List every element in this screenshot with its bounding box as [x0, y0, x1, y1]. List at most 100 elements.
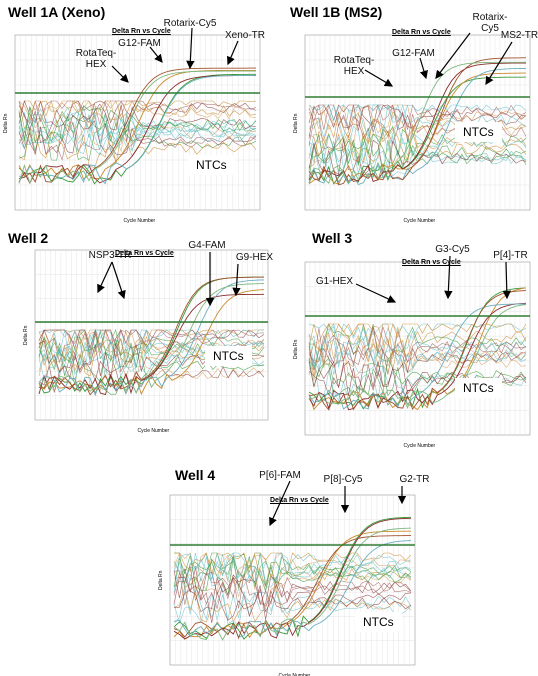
ntc-curve [308, 104, 527, 124]
arrow [269, 480, 291, 527]
ntc-curve [18, 106, 257, 145]
ntc-curve [18, 112, 257, 153]
positive-curve [308, 287, 527, 410]
chart-title: Delta Rn vs Cycle [112, 28, 171, 35]
arrow [355, 283, 397, 303]
ntc-curve [173, 552, 412, 581]
annotation: NSP3-TR [88, 250, 132, 261]
arrow [111, 65, 129, 83]
ntc-curve [18, 120, 257, 155]
positive-curve [38, 276, 264, 396]
positive-curve [18, 74, 257, 185]
ntc-curve [308, 141, 527, 177]
panel-title: Well 2 [8, 230, 49, 246]
ntc-label: NTCs [188, 155, 235, 175]
ntc-curve [173, 576, 412, 618]
chart-title: Delta Rn vs Cycle [115, 250, 174, 257]
annotation: Rotarix-Cy5 [472, 12, 508, 34]
ntc-curve [308, 322, 527, 348]
ntc-curve [18, 103, 257, 143]
positive-curve [18, 67, 256, 183]
ntc-curve [173, 585, 412, 623]
positive-curve [308, 68, 526, 186]
ntc-curve [308, 343, 527, 381]
ntc-curve [173, 559, 412, 598]
ntc-curve [308, 326, 527, 366]
ntc-curve [308, 104, 527, 139]
y-axis-label: Delta Rn [293, 339, 299, 359]
arrow [419, 57, 428, 80]
arrow [111, 261, 126, 300]
ntc-curve [173, 557, 412, 596]
annotation: P[4]-TR [493, 250, 528, 261]
ntc-label: NTCs [455, 122, 502, 142]
positive-curve [308, 304, 527, 410]
y-axis-label: Delta Rn [158, 570, 164, 590]
panel-title: Well 4 [175, 467, 216, 483]
positive-curve [173, 527, 412, 641]
arrow [149, 46, 163, 63]
arrow [485, 41, 513, 86]
annotation: G4-FAM [188, 240, 226, 251]
x-axis-label: Cycle Number [403, 218, 436, 224]
annotation: G1-HEX [315, 276, 354, 287]
ntc-curve [38, 328, 265, 350]
ntc-curve [308, 124, 527, 163]
ntc-label: NTCs [355, 612, 402, 632]
ntc-curve [173, 553, 412, 593]
positive-curve [308, 303, 526, 410]
annotation: MS2-TR [500, 30, 538, 41]
panel-title: Well 1B (MS2) [290, 4, 383, 20]
annotation: RotaTeq-HEX [333, 55, 375, 77]
annotation: G12-FAM [118, 38, 161, 49]
ntc-curve [308, 136, 527, 176]
positive-curve [18, 70, 256, 185]
annotation: Xeno-TR [224, 30, 265, 41]
positive-curve [308, 62, 526, 183]
ntc-curve [308, 325, 527, 367]
ntc-label: NTCs [455, 378, 502, 398]
ntc-curve [38, 329, 264, 353]
ntc-curve [173, 586, 412, 623]
ntc-label: NTCs [205, 346, 252, 366]
ntc-curve [308, 121, 527, 163]
panel-title: Well 3 [312, 230, 353, 246]
ntc-curve [173, 552, 412, 583]
chart-title: Delta Rn vs Cycle [392, 29, 451, 36]
positive-curve [173, 540, 412, 638]
ntc-curve [38, 329, 264, 349]
ntc-curve [18, 108, 257, 146]
ntc-curve [18, 115, 257, 156]
ntc-curve [308, 104, 527, 130]
ntc-curve [308, 337, 527, 374]
x-axis-label: Cycle Number [278, 673, 311, 676]
ntc-curve [18, 112, 257, 153]
ntc-curve [18, 100, 257, 129]
positive-curve [308, 61, 527, 185]
arrow [97, 261, 113, 294]
ntc-curve [308, 103, 527, 139]
ntc-curve [18, 99, 257, 130]
x-axis-label: Cycle Number [403, 443, 436, 449]
x-axis-label: Cycle Number [123, 218, 156, 224]
chart-title: Delta Rn vs Cycle [270, 497, 329, 504]
ntc-curve [38, 329, 265, 356]
x-axis-label: Cycle Number [137, 428, 170, 434]
annotation: RotaTeq-HEX [75, 48, 117, 70]
ntc-curve [308, 322, 527, 357]
chart-title: Delta Rn vs Cycle [402, 259, 461, 266]
annotation: G12-FAM [392, 48, 435, 59]
ntc-curve [173, 553, 412, 591]
arrow [227, 40, 239, 66]
ntc-curve [174, 552, 412, 588]
arrow [444, 255, 453, 300]
annotation: G2-TR [399, 474, 430, 485]
ntc-curve [38, 329, 265, 368]
ntc-curve [173, 566, 412, 606]
annotation: P[8]-Cy5 [323, 474, 363, 485]
annotation: G3-Cy5 [435, 244, 470, 255]
y-axis-label: Delta Rn [23, 325, 29, 345]
ntc-curve [308, 103, 527, 134]
arrow [186, 27, 195, 70]
